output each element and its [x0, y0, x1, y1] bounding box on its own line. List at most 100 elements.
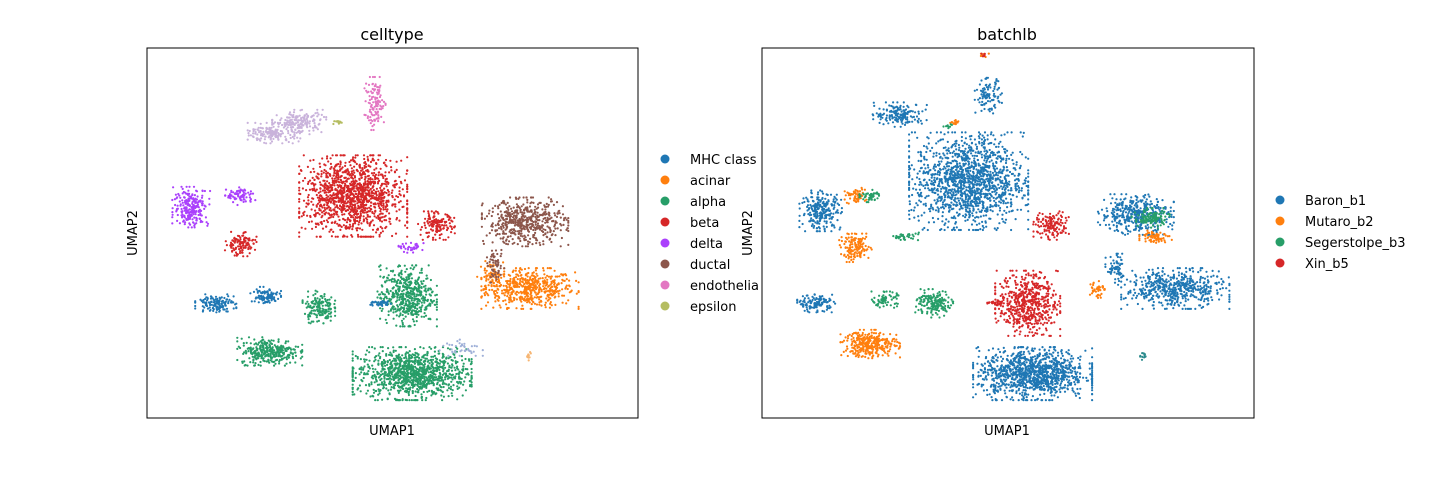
scatter-point: [414, 399, 417, 402]
scatter-point: [560, 273, 563, 276]
scatter-point: [335, 181, 338, 184]
scatter-point: [409, 375, 412, 379]
scatter-point: [429, 371, 432, 374]
scatter-point: [305, 202, 308, 205]
scatter-point: [535, 296, 538, 299]
scatter-point: [442, 385, 445, 389]
scatter-point: [367, 180, 370, 183]
scatter-point: [373, 381, 376, 384]
scatter-point: [374, 399, 377, 402]
scatter-point: [404, 353, 407, 356]
scatter-point: [521, 235, 524, 238]
scatter-point: [422, 372, 425, 375]
scatter-point: [305, 189, 308, 192]
scatter-point: [366, 155, 369, 158]
scatter-point: [200, 214, 203, 217]
scatter-point: [519, 277, 522, 281]
scatter-point: [378, 154, 382, 157]
scatter-point: [374, 197, 377, 200]
scatter-point: [527, 280, 530, 283]
scatter-point: [503, 241, 506, 244]
scatter-point: [380, 284, 383, 287]
scatter-point: [385, 387, 388, 390]
scatter-point: [384, 183, 387, 186]
scatter-point: [502, 284, 505, 287]
scatter-point: [334, 314, 337, 317]
scatter-point: [327, 217, 330, 220]
scatter-point: [407, 307, 410, 310]
scatter-point: [380, 383, 383, 386]
scatter-point: [397, 399, 400, 402]
scatter-point: [494, 224, 497, 227]
scatter-point: [348, 218, 351, 221]
scatter-point: [372, 189, 375, 192]
scatter-point: [243, 360, 246, 363]
scatter-point: [247, 237, 250, 241]
scatter-point: [513, 276, 516, 279]
scatter-point: [524, 287, 527, 290]
scatter-point: [385, 290, 388, 293]
scatter-point: [376, 296, 379, 299]
scatter-point: [416, 245, 420, 248]
scatter-point: [426, 277, 429, 280]
scatter-point: [388, 358, 391, 362]
scatter-point: [533, 281, 536, 284]
scatter-point: [391, 234, 394, 238]
scatter-point: [191, 218, 194, 221]
scatter-point: [402, 195, 406, 198]
scatter-point: [382, 206, 385, 209]
scatter-point: [231, 239, 234, 242]
scatter-point: [236, 189, 239, 193]
scatter-point: [325, 225, 328, 228]
scatter-point: [304, 302, 307, 305]
scatter-point: [285, 356, 288, 359]
scatter-point: [420, 370, 424, 373]
panel-celltype: celltype UMAP1 UMAP2 MHC classacinaralph…: [126, 25, 759, 439]
scatter-point: [398, 282, 401, 285]
scatter-point: [313, 184, 316, 187]
scatter-point: [558, 275, 561, 278]
scatter-point: [421, 366, 424, 369]
scatter-point: [346, 173, 349, 176]
scatter-point: [417, 276, 420, 279]
scatter-point: [353, 204, 356, 207]
scatter-point: [327, 310, 330, 313]
scatter-point: [307, 318, 310, 321]
scatter-point: [398, 186, 401, 189]
scatter-point: [259, 360, 262, 364]
scatter-point: [407, 383, 410, 386]
scatter-point: [342, 171, 345, 174]
scatter-point: [330, 184, 333, 187]
scatter-point: [320, 175, 323, 178]
scatter-point: [249, 350, 253, 353]
scatter-point: [320, 220, 323, 224]
scatter-point: [382, 204, 385, 207]
scatter-point: [401, 367, 404, 370]
scatter-point: [502, 299, 505, 303]
scatter-point: [451, 389, 454, 392]
scatter-point: [400, 359, 403, 362]
scatter-point: [408, 303, 411, 306]
scatter-point: [418, 375, 422, 378]
scatter-point: [390, 191, 393, 194]
scatter-point: [393, 384, 397, 387]
scatter-point: [438, 376, 442, 379]
scatter-point: [414, 351, 417, 354]
scatter-point: [495, 229, 499, 232]
scatter-point: [372, 185, 375, 188]
scatter-point: [421, 248, 424, 252]
scatter-point: [390, 166, 393, 169]
scatter-point: [521, 280, 524, 283]
scatter-point: [384, 226, 387, 230]
scatter-point: [420, 271, 423, 274]
scatter-point: [446, 389, 449, 392]
scatter-point: [345, 186, 349, 189]
scatter-point: [394, 307, 397, 310]
scatter-point: [524, 245, 528, 248]
scatter-point: [394, 376, 397, 380]
scatter-point: [237, 245, 240, 248]
scatter-point: [565, 284, 568, 287]
scatter-point: [504, 299, 507, 302]
scatter-point: [377, 190, 380, 193]
scatter-point: [351, 379, 354, 382]
